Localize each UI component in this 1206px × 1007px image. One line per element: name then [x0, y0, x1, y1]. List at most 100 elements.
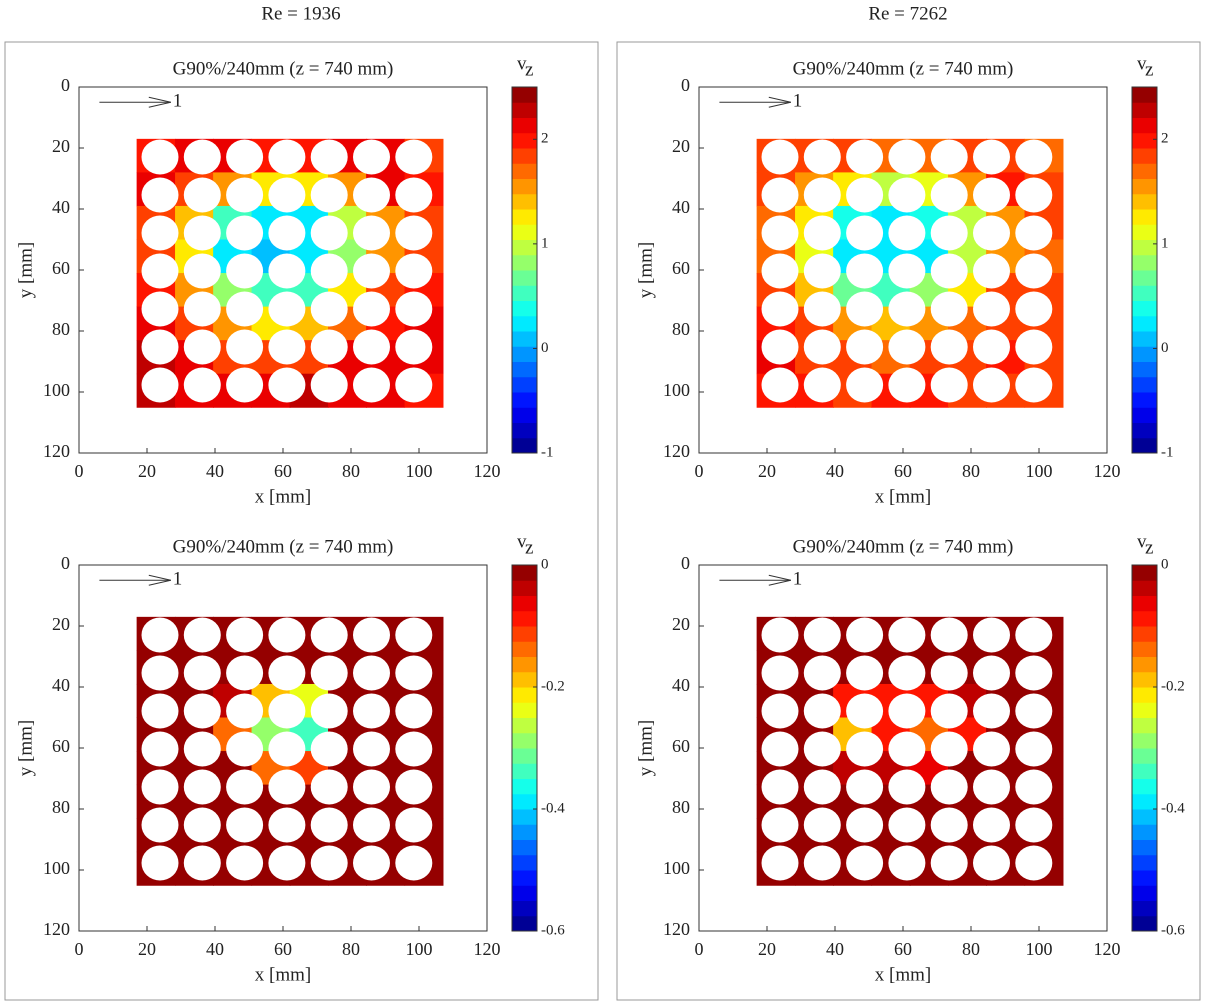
x-tick-label: 20: [138, 461, 156, 481]
rod-hole: [761, 253, 799, 289]
rod-hole: [1015, 329, 1053, 365]
rod-hole: [268, 367, 306, 403]
colorbar-tick-label: -0.2: [541, 678, 565, 694]
rod-hole: [973, 617, 1010, 653]
colorbar-swatch: [512, 163, 537, 179]
rod-hole: [973, 329, 1010, 365]
rod-hole: [310, 807, 348, 843]
colorbar-swatch: [512, 407, 537, 423]
rod-hole: [973, 845, 1010, 881]
rod-hole: [353, 617, 390, 653]
x-tick-label: 0: [695, 939, 704, 959]
reference-label: 1: [793, 91, 803, 112]
colorbar-swatch: [1132, 178, 1157, 195]
rod-hole: [846, 215, 884, 251]
chart-title: G90%/240mm (z = 740 mm): [173, 58, 394, 79]
rod-hole: [395, 215, 433, 251]
rod-hole: [310, 731, 348, 767]
rod-hole: [141, 769, 179, 805]
rod-hole: [1015, 731, 1053, 767]
rod-hole: [803, 617, 841, 653]
rod-hole: [310, 655, 348, 691]
rod-hole: [226, 617, 264, 653]
rod-hole: [395, 253, 433, 289]
rod-hole: [803, 845, 841, 881]
rod-hole: [226, 215, 264, 251]
y-tick-label: 20: [52, 614, 70, 634]
colorbar-swatch: [512, 224, 537, 240]
rod-hole: [973, 139, 1010, 175]
rod-hole: [846, 253, 884, 289]
rod-hole: [395, 617, 433, 653]
colorbar-swatch: [1132, 392, 1157, 408]
colorbar-swatch: [512, 285, 537, 301]
rod-hole: [761, 139, 799, 175]
rod-hole: [888, 215, 926, 251]
rod-hole: [1015, 769, 1053, 805]
colorbar-swatch: [1132, 748, 1157, 764]
rod-hole: [226, 253, 264, 289]
rod-hole: [803, 291, 841, 327]
rod-hole: [395, 693, 433, 729]
rod-hole: [141, 291, 179, 327]
rod-hole: [803, 655, 841, 691]
colorbar-swatch: [512, 915, 537, 932]
rod-hole: [846, 693, 884, 729]
rod-hole: [141, 215, 179, 251]
colorbar-swatch: [512, 839, 537, 856]
colorbar-swatch: [512, 565, 537, 581]
y-tick-label: 40: [52, 675, 70, 695]
rod-hole: [1015, 617, 1053, 653]
colorbar-swatch: [1132, 839, 1157, 856]
rod-hole: [803, 139, 841, 175]
rod-hole: [353, 139, 390, 175]
colorbar-swatch: [1132, 870, 1157, 886]
rod-hole: [930, 253, 968, 289]
colorbar-swatch: [1132, 595, 1157, 612]
rod-hole: [226, 655, 264, 691]
colorbar-swatch: [512, 178, 537, 195]
y-tick-label: 40: [672, 675, 690, 695]
y-tick-label: 0: [681, 75, 690, 95]
colorbar-swatch: [1132, 270, 1157, 286]
rod-hole: [141, 845, 179, 881]
colorbar-swatch: [1132, 163, 1157, 179]
y-tick-label: 0: [61, 553, 70, 573]
reference-arrow-head: [768, 574, 791, 586]
rod-hole: [353, 769, 390, 805]
colorbar-swatch: [1132, 854, 1157, 871]
rod-hole: [846, 769, 884, 805]
rod-hole: [761, 845, 799, 881]
rod-hole: [888, 253, 926, 289]
rod-hole: [141, 177, 179, 213]
rod-hole: [183, 693, 221, 729]
colorbar-swatch: [512, 239, 537, 256]
y-tick-label: 20: [672, 614, 690, 634]
colorbar-label-sub: z: [1145, 537, 1153, 558]
colorbar-swatch: [512, 824, 537, 840]
colorbar-tick-label: -1: [541, 444, 554, 460]
colorbar-label: v: [517, 531, 527, 552]
rod-hole: [395, 291, 433, 327]
rod-hole: [1015, 693, 1053, 729]
rod-hole: [310, 291, 348, 327]
rod-hole: [310, 329, 348, 365]
rod-hole: [761, 291, 799, 327]
rod-hole: [268, 731, 306, 767]
rod-hole: [141, 253, 179, 289]
rod-hole: [268, 139, 306, 175]
rod-hole: [761, 617, 799, 653]
colorbar-box: [511, 86, 538, 454]
x-tick-label: 100: [1026, 939, 1053, 959]
rod-hole: [395, 367, 433, 403]
rod-hole: [141, 139, 179, 175]
y-tick-label: 60: [672, 736, 690, 756]
rod-hole: [888, 139, 926, 175]
rod-hole: [310, 253, 348, 289]
colorbar-swatch: [1132, 702, 1157, 718]
colorbar-label-sub: z: [525, 537, 533, 558]
reference-label: 1: [793, 569, 803, 590]
x-tick-label: 80: [962, 461, 980, 481]
rod-hole: [395, 731, 433, 767]
